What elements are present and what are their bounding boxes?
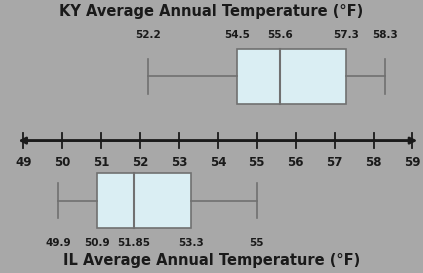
Bar [237,49,346,104]
Text: 50: 50 [54,156,70,169]
Text: 50.9: 50.9 [85,238,110,248]
Text: 54: 54 [209,156,226,169]
Text: 55: 55 [250,238,264,248]
Text: 55: 55 [248,156,265,169]
Text: 49.9: 49.9 [46,238,71,248]
Text: 53.3: 53.3 [178,238,203,248]
Text: 59: 59 [404,156,421,169]
Text: IL Average Annual Temperature (°F): IL Average Annual Temperature (°F) [63,253,360,268]
Text: 54.5: 54.5 [224,29,250,40]
Text: 52: 52 [132,156,148,169]
Text: 49: 49 [15,156,32,169]
Text: 58.3: 58.3 [372,29,398,40]
Text: KY Average Annual Temperature (°F): KY Average Annual Temperature (°F) [59,4,364,19]
Text: 51.85: 51.85 [118,238,151,248]
Text: 55.6: 55.6 [267,29,293,40]
Text: 56: 56 [287,156,304,169]
Text: 58: 58 [365,156,382,169]
Text: 53: 53 [171,156,187,169]
Text: 52.2: 52.2 [135,29,161,40]
Text: 57.3: 57.3 [333,29,359,40]
Text: 51: 51 [93,156,109,169]
Text: 57: 57 [327,156,343,169]
Bar [97,173,191,228]
